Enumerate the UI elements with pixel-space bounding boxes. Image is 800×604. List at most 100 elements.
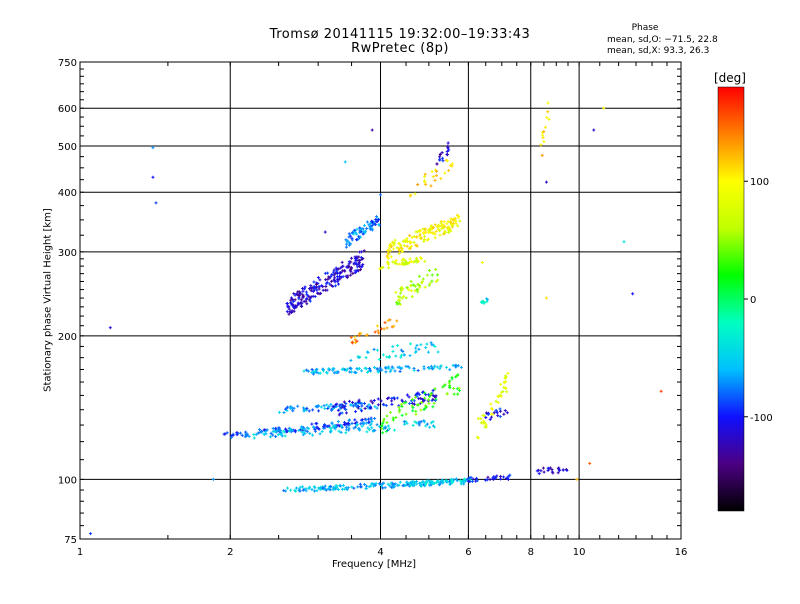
- data-point: [403, 239, 407, 243]
- data-point: [410, 404, 414, 408]
- data-point: [351, 271, 355, 275]
- data-point: [413, 289, 417, 293]
- data-point: [366, 426, 370, 430]
- data-point: [300, 305, 304, 309]
- data-point: [454, 222, 458, 226]
- data-point: [368, 423, 372, 427]
- data-point: [397, 405, 401, 409]
- data-point: [394, 416, 398, 420]
- data-point: [333, 276, 337, 280]
- data-point: [423, 259, 427, 263]
- data-point: [380, 327, 384, 331]
- data-point: [384, 370, 388, 374]
- data-point: [413, 420, 417, 424]
- data-point: [443, 171, 447, 175]
- data-point: [404, 412, 408, 416]
- data-point: [417, 393, 421, 397]
- data-point: [406, 483, 410, 487]
- data-point: [429, 421, 433, 425]
- data-point: [429, 230, 433, 234]
- data-point: [345, 422, 349, 426]
- data-point: [504, 386, 508, 390]
- data-point: [355, 339, 359, 343]
- data-point: [317, 486, 321, 490]
- data-point: [346, 264, 350, 268]
- data-point: [310, 368, 314, 372]
- data-point: [479, 417, 483, 421]
- data-point: [344, 425, 348, 429]
- data-point: [342, 406, 346, 410]
- data-point: [592, 128, 596, 132]
- data-point: [370, 224, 374, 228]
- data-point: [449, 220, 453, 224]
- data-point: [350, 421, 354, 425]
- data-point: [435, 162, 439, 166]
- data-point: [448, 228, 452, 232]
- data-point: [503, 409, 507, 413]
- data-point: [332, 278, 336, 282]
- data-point: [352, 426, 356, 430]
- data-point: [430, 367, 434, 371]
- data-point: [299, 301, 303, 305]
- data-point: [453, 216, 457, 220]
- data-point: [430, 279, 434, 283]
- data-point: [415, 260, 419, 264]
- data-point: [377, 357, 381, 361]
- data-point: [398, 242, 402, 246]
- data-point: [448, 384, 452, 388]
- data-point: [298, 485, 302, 489]
- data-point: [402, 294, 406, 298]
- data-point: [350, 238, 354, 242]
- data-point: [379, 193, 382, 197]
- data-point: [363, 224, 367, 228]
- data-point: [361, 263, 365, 267]
- data-point: [424, 483, 428, 487]
- data-point: [452, 392, 456, 396]
- data-point: [311, 408, 315, 412]
- data-point: [424, 404, 428, 408]
- data-point: [480, 260, 484, 264]
- data-point: [440, 227, 444, 231]
- data-point: [332, 270, 336, 274]
- data-point: [489, 415, 493, 419]
- data-point: [425, 422, 429, 426]
- data-point: [622, 240, 626, 244]
- data-point: [395, 302, 399, 306]
- data-point: [366, 370, 370, 374]
- data-point: [329, 426, 333, 430]
- data-point: [368, 368, 372, 372]
- data-point: [422, 365, 426, 369]
- data-point: [415, 421, 419, 425]
- data-point: [340, 265, 344, 269]
- data-point: [427, 479, 431, 483]
- data-point: [422, 230, 426, 234]
- data-point: [336, 419, 340, 423]
- data-point: [376, 329, 380, 333]
- data-point: [349, 260, 353, 264]
- data-point: [484, 416, 488, 420]
- data-point: [353, 341, 357, 345]
- data-point: [353, 370, 357, 374]
- data-point: [432, 401, 436, 405]
- data-point: [274, 426, 278, 430]
- data-point: [324, 282, 328, 286]
- data-point: [391, 483, 395, 487]
- data-point: [355, 227, 359, 231]
- data-point: [364, 418, 368, 422]
- data-point: [223, 432, 227, 436]
- data-point: [561, 468, 565, 472]
- data-point: [384, 366, 388, 370]
- data-point: [392, 397, 396, 401]
- data-point: [405, 244, 409, 248]
- data-point: [362, 229, 366, 233]
- data-point: [399, 291, 403, 295]
- data-point: [334, 284, 338, 288]
- data-point: [541, 466, 545, 470]
- data-point: [310, 371, 314, 375]
- data-point: [386, 319, 390, 323]
- data-point: [337, 282, 341, 286]
- data-point: [272, 429, 276, 433]
- data-point: [496, 401, 500, 405]
- data-point: [415, 256, 419, 260]
- data-point: [441, 159, 445, 163]
